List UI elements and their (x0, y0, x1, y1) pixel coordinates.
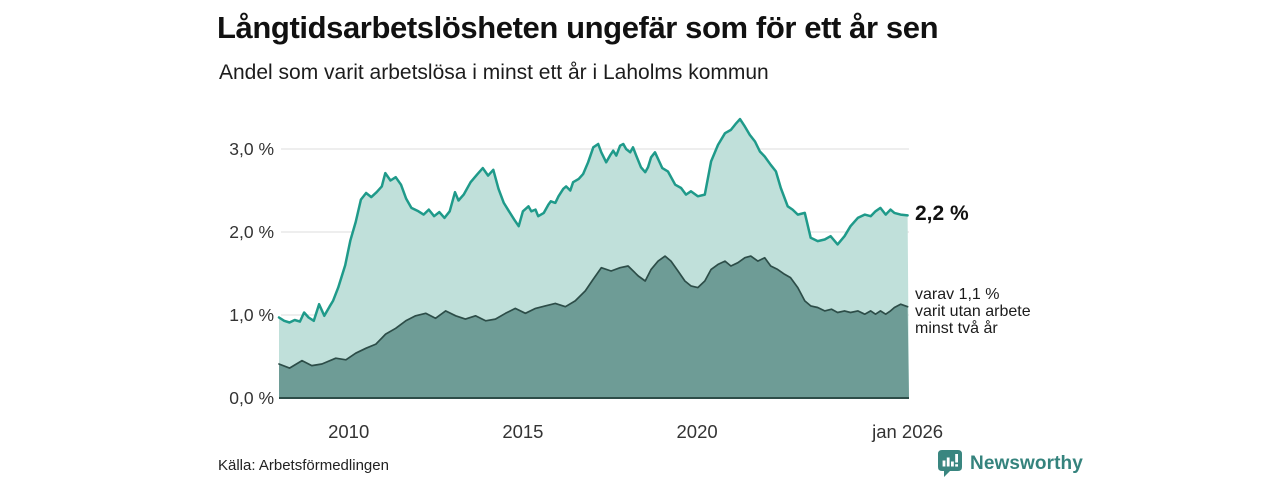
subset-annotation-line: minst två år (915, 320, 998, 337)
newsworthy-wordmark: Newsworthy (970, 452, 1083, 474)
newsworthy-logo-icon (938, 450, 962, 477)
x-tick-label: 2015 (502, 421, 543, 442)
subset-annotation-line: varit utan arbete (915, 303, 1031, 320)
x-tick-label: jan 2026 (871, 421, 943, 442)
chart-subtitle: Andel som varit arbetslösa i minst ett å… (219, 61, 769, 84)
y-tick-label: 2,0 % (229, 222, 274, 242)
area-fill-subset (279, 256, 909, 398)
subset-annotation: varav 1,1 % varit utan arbete minst två … (915, 286, 1031, 337)
y-tick-label: 3,0 % (229, 139, 274, 159)
end-value-label: 2,2 % (915, 202, 969, 225)
subset-annotation-line: varav 1,1 % (915, 286, 1000, 303)
page-title: Långtidsarbetslösheten ungefär som för e… (217, 10, 939, 45)
x-tick-label: 2010 (328, 421, 369, 442)
y-tick-label: 1,0 % (229, 305, 274, 325)
y-tick-label: 0,0 % (229, 388, 274, 408)
line-total (277, 117, 909, 324)
source-caption: Källa: Arbetsförmedlingen (218, 457, 389, 474)
newsworthy-brand: Newsworthy (937, 449, 1083, 478)
x-tick-label: 2020 (677, 421, 718, 442)
line-subset (278, 255, 909, 369)
